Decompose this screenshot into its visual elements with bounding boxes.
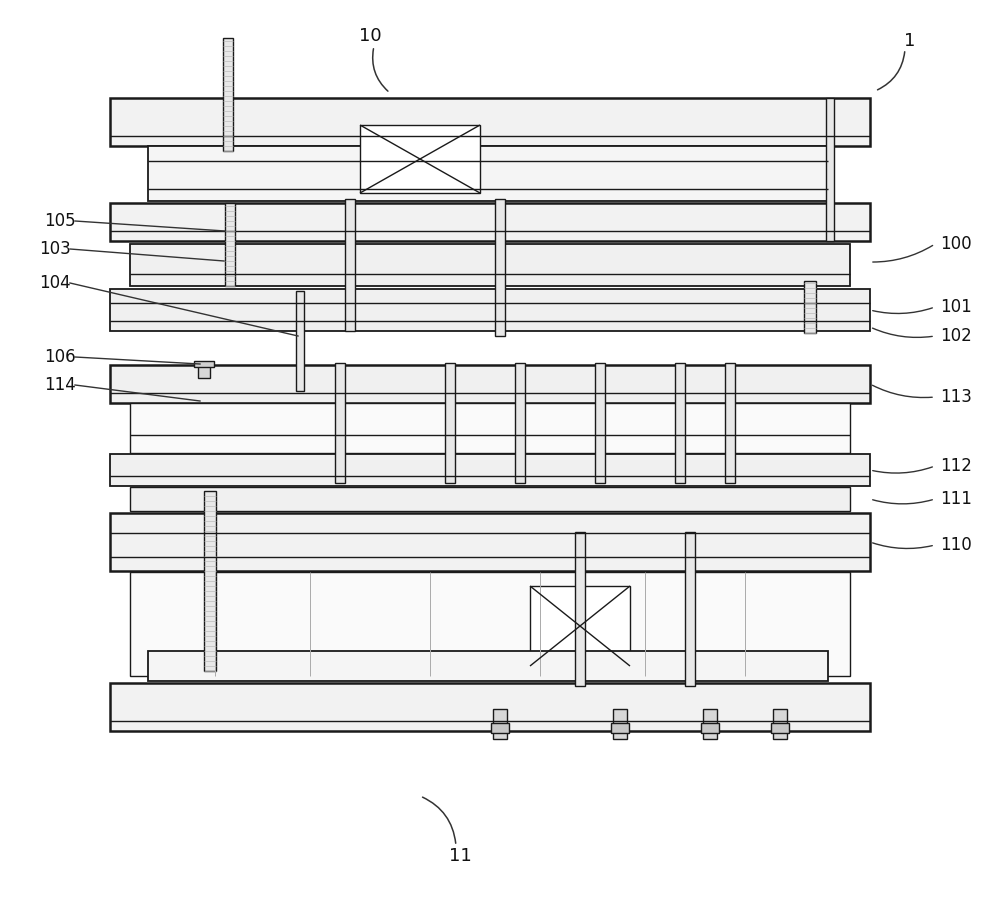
Bar: [345, 199, 355, 331]
Bar: [110, 454, 870, 486]
Bar: [675, 363, 685, 483]
Bar: [335, 363, 345, 483]
Bar: [130, 572, 850, 676]
Text: 114: 114: [44, 376, 76, 394]
Bar: [148, 146, 828, 201]
Text: 101: 101: [940, 298, 972, 316]
Text: 105: 105: [44, 212, 76, 230]
Bar: [445, 363, 455, 483]
Bar: [130, 487, 850, 511]
Bar: [495, 199, 505, 336]
Bar: [725, 363, 735, 483]
Bar: [595, 363, 605, 483]
Bar: [110, 203, 870, 241]
Bar: [530, 586, 630, 666]
Bar: [804, 281, 816, 333]
Bar: [701, 723, 719, 733]
Bar: [493, 709, 507, 739]
Text: 104: 104: [39, 274, 71, 292]
Bar: [223, 38, 233, 151]
Bar: [225, 203, 235, 286]
Text: 110: 110: [940, 536, 972, 554]
Bar: [110, 683, 870, 731]
Bar: [198, 364, 210, 378]
Bar: [110, 365, 870, 403]
Bar: [194, 361, 214, 367]
Bar: [773, 709, 787, 739]
Text: 106: 106: [44, 348, 76, 366]
Bar: [148, 651, 828, 681]
Bar: [515, 363, 525, 483]
Text: 112: 112: [940, 457, 972, 475]
Bar: [826, 98, 834, 241]
Bar: [110, 98, 870, 146]
Text: 1: 1: [904, 32, 916, 50]
Bar: [613, 709, 627, 739]
Text: 103: 103: [39, 240, 71, 258]
Bar: [685, 532, 695, 686]
Text: 102: 102: [940, 327, 972, 345]
Text: 100: 100: [940, 235, 972, 253]
Text: 111: 111: [940, 490, 972, 508]
Bar: [491, 723, 509, 733]
Bar: [110, 289, 870, 331]
Bar: [130, 244, 850, 286]
Bar: [130, 403, 850, 453]
Bar: [110, 513, 870, 571]
Text: 11: 11: [449, 847, 471, 865]
Bar: [575, 532, 585, 686]
Text: 113: 113: [940, 388, 972, 406]
Bar: [771, 723, 789, 733]
Bar: [611, 723, 629, 733]
Bar: [204, 491, 216, 671]
Bar: [360, 125, 480, 193]
Bar: [703, 709, 717, 739]
Text: 10: 10: [359, 27, 381, 45]
Bar: [296, 291, 304, 391]
